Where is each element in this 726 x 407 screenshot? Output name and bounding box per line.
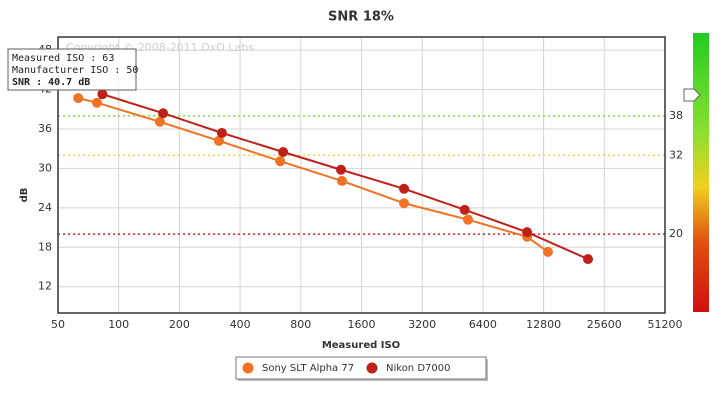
y-tick-label: 30 <box>38 161 52 174</box>
y-axis-label: dB <box>19 188 30 203</box>
x-tick-label: 400 <box>230 318 251 331</box>
x-tick-label: 200 <box>169 318 190 331</box>
x-tick-label: 51200 <box>648 318 683 331</box>
y-tick-label: 36 <box>38 122 52 135</box>
data-point <box>91 97 102 108</box>
reference-label: 20 <box>669 227 683 240</box>
data-point <box>158 108 169 119</box>
reference-label: 38 <box>669 109 683 122</box>
legend-marker <box>242 362 254 374</box>
data-point <box>542 246 553 257</box>
x-tick-label: 6400 <box>469 318 497 331</box>
tooltip-line: Manufacturer ISO : 50 <box>12 65 138 76</box>
data-point <box>336 175 347 186</box>
x-tick-label: 100 <box>108 318 129 331</box>
legend-box <box>235 356 487 380</box>
reference-label: 32 <box>669 148 683 161</box>
x-tick-label: 800 <box>290 318 311 331</box>
tooltip: Measured ISO : 63 Manufacturer ISO : 50 … <box>7 48 138 91</box>
x-tick-label: 12800 <box>526 318 561 331</box>
y-tick-label: 24 <box>38 201 52 214</box>
data-point <box>278 147 289 157</box>
x-tick-label: 3200 <box>408 318 436 331</box>
data-point <box>459 204 470 215</box>
legend-label: Nikon D7000 <box>386 363 450 374</box>
data-point <box>582 254 593 265</box>
color-scale <box>693 33 709 312</box>
data-point <box>275 156 286 167</box>
legend-marker <box>366 362 378 374</box>
data-point <box>154 116 165 127</box>
x-tick-label: 50 <box>51 318 65 331</box>
y-tick-label: 18 <box>38 240 52 253</box>
tooltip-box <box>7 48 137 91</box>
legend: Sony SLT Alpha 77 Nikon D7000 <box>235 356 488 381</box>
x-tick-label: 1600 <box>348 318 376 331</box>
data-point <box>463 214 474 225</box>
data-point <box>399 183 410 194</box>
scale-slider[interactable] <box>683 88 701 102</box>
data-point <box>216 127 227 138</box>
data-point <box>97 89 108 100</box>
series-line <box>77 97 549 253</box>
plot-area: 50 100 200 400 800 1600 3200 6400 12800 25600 5120… <box>38 36 683 331</box>
plot-border <box>57 36 666 314</box>
x-tick-label: 25600 <box>587 318 622 331</box>
data-point <box>522 227 533 238</box>
data-point <box>73 93 84 104</box>
y-tick-label: 12 <box>38 280 52 293</box>
data-point <box>399 198 410 209</box>
data-point <box>213 135 224 146</box>
chart-title: SNR 18% <box>328 10 394 25</box>
data-point <box>335 164 346 175</box>
legend-label: Sony SLT Alpha 77 <box>262 363 354 374</box>
tooltip-line: SNR : 40.7 dB <box>12 77 90 88</box>
tooltip-line: Measured ISO : 63 <box>12 53 114 64</box>
x-axis-label: Measured ISO <box>322 340 400 351</box>
